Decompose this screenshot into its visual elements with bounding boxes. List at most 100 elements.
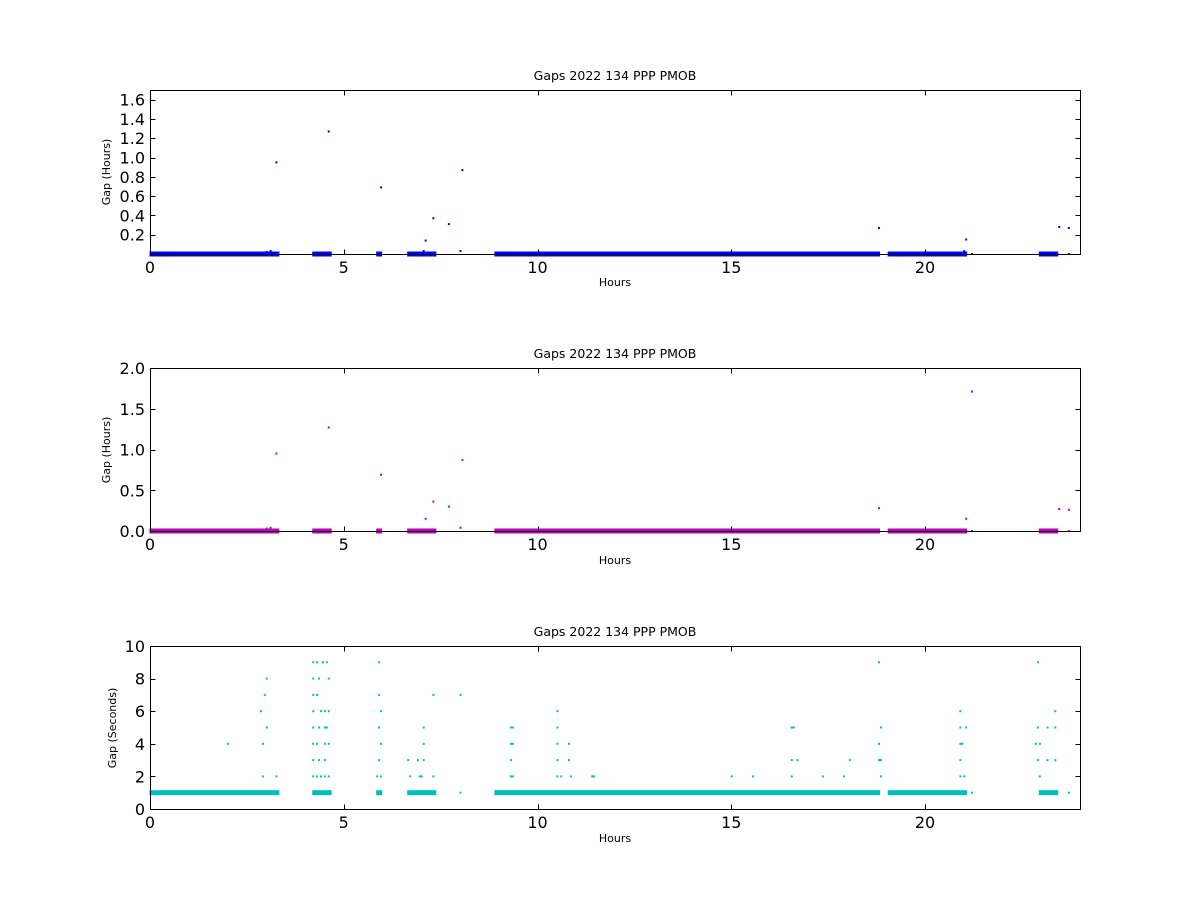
data-point xyxy=(511,775,514,778)
data-point xyxy=(963,775,966,778)
data-point xyxy=(325,726,328,729)
data-point xyxy=(380,186,383,189)
data-point xyxy=(318,726,321,729)
x-tick-label: 0 xyxy=(145,535,155,554)
panel-gap-hours-blue: Gaps 2022 134 PPP PMOB 0 5 10 15 20 0.20.40.6… xyxy=(100,68,1081,289)
x-axis-label: Hours xyxy=(599,832,631,845)
x-axis-label: Hours xyxy=(599,276,631,289)
data-point xyxy=(1067,791,1070,794)
y-tick-label: 1.6 xyxy=(120,91,145,110)
y-tick-label: 4 xyxy=(135,735,145,754)
x-tick-label: 20 xyxy=(915,813,935,832)
x-tick-label: 10 xyxy=(527,535,547,554)
data-point xyxy=(312,693,315,696)
data-point xyxy=(1034,742,1037,745)
x-tick-label: 0 xyxy=(145,813,155,832)
data-point xyxy=(843,775,846,778)
data-point xyxy=(265,527,268,530)
data-point xyxy=(878,661,880,664)
data-point xyxy=(327,130,330,133)
data-point xyxy=(323,726,326,729)
data-point xyxy=(963,250,966,253)
data-point xyxy=(556,775,559,778)
data-point xyxy=(971,390,973,393)
x-tick-label: 20 xyxy=(915,258,935,277)
data-point-run xyxy=(407,790,437,796)
data-point xyxy=(1054,726,1057,729)
y-axis-label: Gap (Hours) xyxy=(100,417,113,484)
chart-title: Gaps 2022 134 PPP PMOB xyxy=(534,68,697,83)
data-point xyxy=(407,759,410,762)
data-point xyxy=(556,759,559,762)
data-point xyxy=(961,742,964,745)
data-point xyxy=(509,775,512,778)
y-tick-label: 0.8 xyxy=(120,168,145,187)
chart-title: Gaps 2022 134 PPP PMOB xyxy=(534,346,697,361)
data-point xyxy=(965,517,968,520)
x-tick-label: 20 xyxy=(915,535,935,554)
data-point xyxy=(461,459,464,462)
data-point xyxy=(1036,661,1039,664)
data-point xyxy=(848,759,851,762)
data-point xyxy=(420,775,423,778)
data-point xyxy=(327,742,330,745)
data-point xyxy=(1058,225,1061,228)
data-point xyxy=(320,710,322,713)
data-point xyxy=(1036,726,1039,729)
x-tick-label: 5 xyxy=(339,535,349,554)
data-point xyxy=(1046,759,1049,762)
y-tick-label: 0 xyxy=(135,800,145,819)
data-point xyxy=(878,742,880,745)
data-point xyxy=(569,775,572,778)
data-point xyxy=(275,452,278,455)
data-point xyxy=(261,742,264,745)
y-tick-label: 8 xyxy=(135,670,145,689)
data-point xyxy=(275,775,278,778)
data-point xyxy=(316,693,319,696)
data-point xyxy=(790,775,793,778)
data-point xyxy=(447,505,450,508)
data-point xyxy=(261,775,264,778)
data-point xyxy=(511,726,514,729)
y-tick-label: 0.6 xyxy=(120,187,145,206)
x-tick-label: 15 xyxy=(721,813,741,832)
data-point xyxy=(327,426,330,429)
data-point-run xyxy=(887,790,968,796)
data-point xyxy=(323,710,326,713)
y-tick-label: 2 xyxy=(135,767,145,786)
y-tick-label: 1.4 xyxy=(120,110,145,129)
data-point xyxy=(323,742,326,745)
data-point xyxy=(380,742,383,745)
data-point xyxy=(432,775,435,778)
data-point xyxy=(227,742,229,745)
y-tick-label: 1.0 xyxy=(120,149,145,168)
data-point xyxy=(878,759,880,762)
data-point xyxy=(409,775,412,778)
data-point xyxy=(1036,759,1039,762)
data-point xyxy=(959,759,962,762)
data-point xyxy=(321,661,324,664)
data-point xyxy=(316,661,319,664)
data-point xyxy=(327,710,330,713)
data-point xyxy=(275,161,278,164)
data-point xyxy=(312,742,315,745)
data-point xyxy=(959,726,962,729)
data-point xyxy=(378,726,381,729)
data-point xyxy=(965,726,968,729)
x-tick-label: 10 xyxy=(527,813,547,832)
y-tick-label: 1.2 xyxy=(120,129,145,148)
data-point-run xyxy=(494,790,880,796)
data-point xyxy=(265,251,268,254)
x-tick-label: 5 xyxy=(339,813,349,832)
y-tick-label: 10 xyxy=(125,637,145,656)
data-point xyxy=(376,775,379,778)
y-tick-label: 6 xyxy=(135,702,145,721)
data-point xyxy=(1046,726,1049,729)
y-tick-label: 0.5 xyxy=(120,481,145,500)
data-point xyxy=(1054,759,1057,762)
x-tick-label: 15 xyxy=(721,258,741,277)
data-point xyxy=(752,775,755,778)
data-point xyxy=(1058,507,1061,510)
data-point xyxy=(263,693,266,696)
data-point xyxy=(312,775,315,778)
